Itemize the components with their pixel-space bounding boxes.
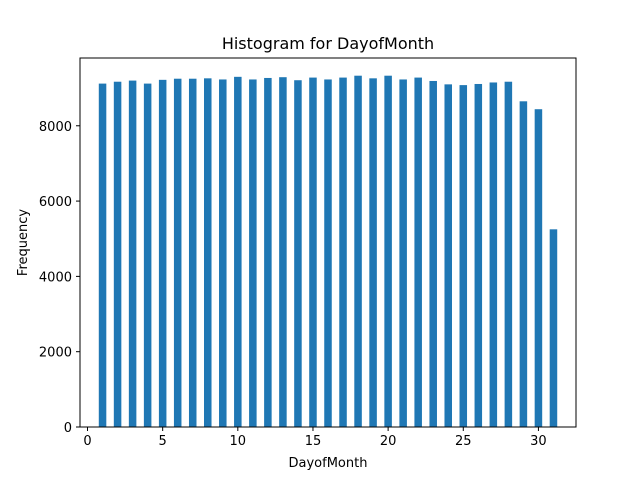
y-axis-label: Frequency (16, 209, 31, 276)
x-tick-label: 30 (530, 434, 547, 449)
y-tick-label: 8000 (39, 120, 72, 135)
bar-day-29 (519, 101, 528, 428)
bar-day-30 (534, 109, 543, 428)
bar-day-3 (128, 80, 137, 427)
x-tick-label: 5 (159, 434, 167, 449)
y-axis: 0 2000 4000 6000 8000 (39, 120, 80, 436)
bar-day-5 (158, 79, 167, 427)
bar-day-14 (294, 80, 302, 427)
y-tick-label: 2000 (39, 346, 72, 361)
bar-day-19 (369, 78, 377, 427)
bar-day-20 (384, 75, 392, 427)
x-axis-label: DayofMonth (289, 456, 368, 471)
bar-day-25 (459, 85, 468, 428)
bar-day-15 (309, 77, 317, 427)
bar-day-9 (219, 79, 227, 428)
bar-day-27 (489, 82, 498, 427)
bar-day-16 (324, 79, 332, 428)
bar-day-18 (354, 75, 362, 427)
bar-day-13 (279, 77, 287, 427)
bar-day-28 (504, 81, 513, 427)
bar-day-12 (264, 77, 272, 428)
y-tick-label: 0 (64, 421, 72, 436)
x-tick-label: 10 (230, 434, 247, 449)
bar-day-2 (113, 81, 122, 427)
chart-title: Histogram for DayofMonth (222, 34, 434, 53)
bar-day-31 (549, 229, 558, 427)
x-axis: 0 5 10 15 20 25 30 (83, 427, 547, 449)
x-tick-label: 25 (455, 434, 472, 449)
bar-day-17 (339, 77, 347, 427)
bar-day-8 (204, 78, 212, 427)
bar-day-10 (234, 76, 242, 427)
x-tick-label: 15 (305, 434, 322, 449)
bar-day-11 (249, 79, 257, 428)
bar-day-23 (429, 80, 437, 427)
x-tick-label: 20 (380, 434, 397, 449)
bar-day-21 (399, 79, 407, 428)
y-tick-label: 6000 (39, 195, 72, 210)
bar-day-6 (173, 78, 182, 428)
bar-day-4 (143, 83, 152, 427)
bar-day-26 (474, 83, 483, 427)
bar-day-7 (188, 78, 197, 428)
bar-day-1 (98, 83, 107, 427)
bar-day-24 (444, 84, 452, 428)
plot-frame (79, 57, 577, 428)
bar-day-22 (414, 77, 422, 427)
y-tick-label: 4000 (39, 270, 72, 285)
x-tick-label: 0 (83, 434, 91, 449)
bars (98, 75, 558, 428)
